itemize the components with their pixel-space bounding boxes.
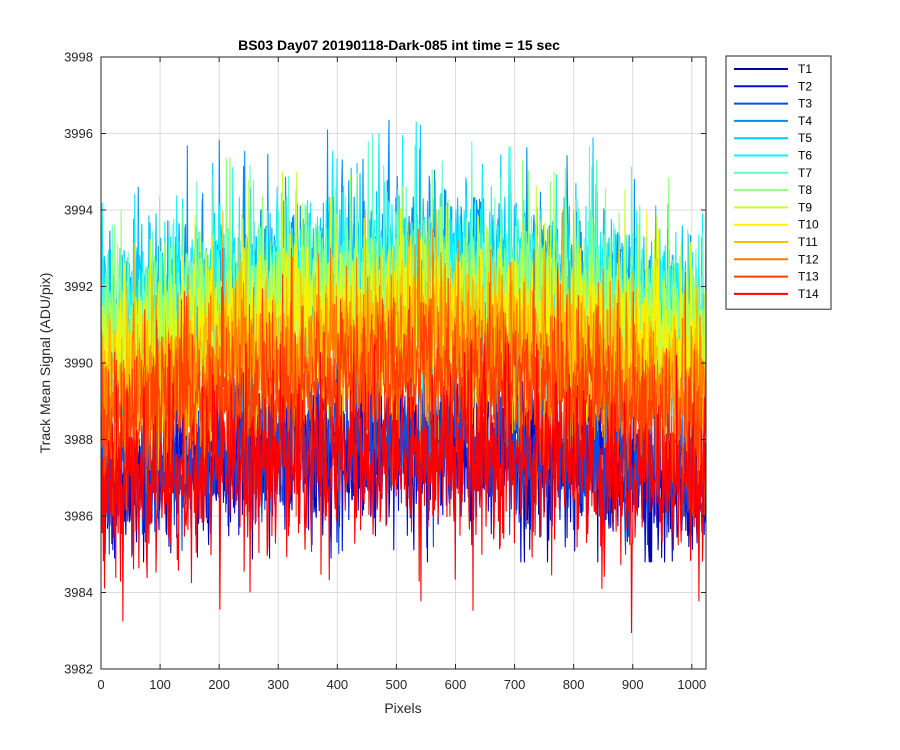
y-tick-label: 3992	[64, 279, 93, 294]
axes: 0 100 200 300 400 500 600 700 800 900 1000 3982 3984…	[64, 50, 707, 692]
legend-label: T8	[798, 183, 812, 197]
y-tick-label: 3982	[64, 662, 93, 677]
y-tick-label: 3984	[64, 585, 93, 600]
legend-label: T12	[798, 252, 819, 266]
y-axis-label: Track Mean Signal (ADU/pix)	[37, 273, 53, 454]
legend-label: T5	[798, 131, 812, 145]
series-group	[101, 119, 706, 634]
y-tick-label: 3988	[64, 432, 93, 447]
y-tick-label: 3990	[64, 356, 93, 371]
x-tick-label: 700	[504, 677, 526, 692]
y-tick-label: 3996	[64, 126, 93, 141]
legend-label: T6	[798, 149, 812, 163]
x-tick-label: 900	[622, 677, 644, 692]
series-line-t13	[101, 247, 706, 517]
plot-area	[101, 119, 706, 634]
legend-label: T13	[798, 270, 819, 284]
y-tick-label: 3986	[64, 509, 93, 524]
legend-label: T7	[798, 166, 812, 180]
legend-label: T14	[798, 287, 819, 301]
legend-label: T2	[798, 79, 812, 93]
x-tick-label: 500	[386, 677, 408, 692]
legend-label: T11	[798, 235, 818, 249]
x-tick-label: 200	[208, 677, 230, 692]
x-tick-label: 800	[563, 677, 585, 692]
x-axis-label: Pixels	[384, 700, 421, 716]
legend-label: T1	[798, 62, 812, 76]
legend-box	[725, 55, 832, 310]
legend: T1 T2 T3 T4 T5 T6 T7 T8 T9 T10 T11 T12 T13 T14	[725, 55, 832, 310]
x-tick-label: 0	[97, 677, 104, 692]
x-tick-label: 400	[326, 677, 348, 692]
y-tick-label: 3998	[64, 50, 93, 65]
x-tick-label: 300	[267, 677, 289, 692]
series-line-t14	[101, 343, 706, 634]
x-tick-label: 100	[149, 677, 171, 692]
x-tick-label: 600	[445, 677, 467, 692]
y-tick-label: 3994	[64, 203, 93, 218]
chart-title: BS03 Day07 20190118-Dark-085 int time = …	[238, 37, 560, 53]
x-tick-label: 1000	[677, 677, 706, 692]
legend-label: T3	[798, 97, 812, 111]
legend-label: T9	[798, 200, 812, 214]
legend-label: T10	[798, 218, 819, 232]
legend-label: T4	[798, 114, 812, 128]
